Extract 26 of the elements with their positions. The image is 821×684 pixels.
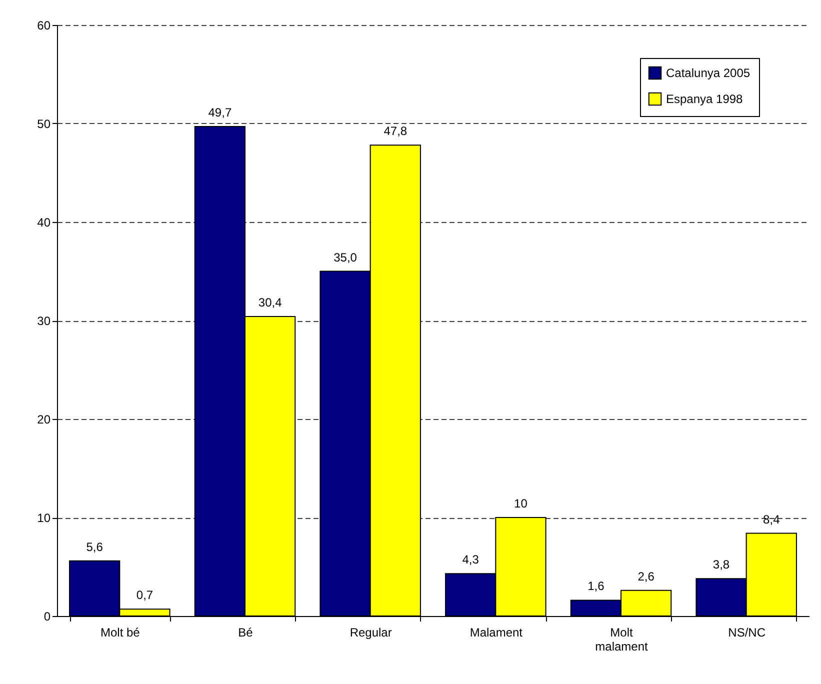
y-tick-label: 50 xyxy=(37,117,51,131)
data-label: 30,4 xyxy=(258,296,282,310)
x-tick-label: Bé xyxy=(238,626,254,640)
x-tick-label: NS/NC xyxy=(728,626,766,640)
x-tick-label: Molt bé xyxy=(100,626,140,640)
legend-label: Catalunya 2005 xyxy=(666,66,750,80)
data-label: 2,6 xyxy=(638,569,655,584)
y-tick-label: 30 xyxy=(37,314,51,328)
data-label: 4,3 xyxy=(462,552,480,567)
x-tick-label: Molt malament xyxy=(595,626,649,654)
legend-label: Espanya 1998 xyxy=(666,92,744,106)
x-tick-label: Regular xyxy=(350,626,392,640)
x-tick-label: Malament xyxy=(470,626,524,640)
data-label: 47,8 xyxy=(384,124,408,138)
data-label: 49,7 xyxy=(208,105,232,120)
y-tick-label: 20 xyxy=(37,412,51,426)
data-label: 35,0 xyxy=(334,250,358,264)
y-tick-label: 60 xyxy=(37,18,51,32)
y-tick-label: 0 xyxy=(44,610,51,624)
data-label: 1,6 xyxy=(588,579,605,594)
data-label: 0,7 xyxy=(136,588,154,602)
y-tick-label: 10 xyxy=(37,511,51,525)
data-label: 5,6 xyxy=(86,540,104,554)
y-tick-label: 40 xyxy=(37,216,51,230)
data-label: 3,8 xyxy=(712,558,730,572)
data-label: 10 xyxy=(514,496,528,510)
